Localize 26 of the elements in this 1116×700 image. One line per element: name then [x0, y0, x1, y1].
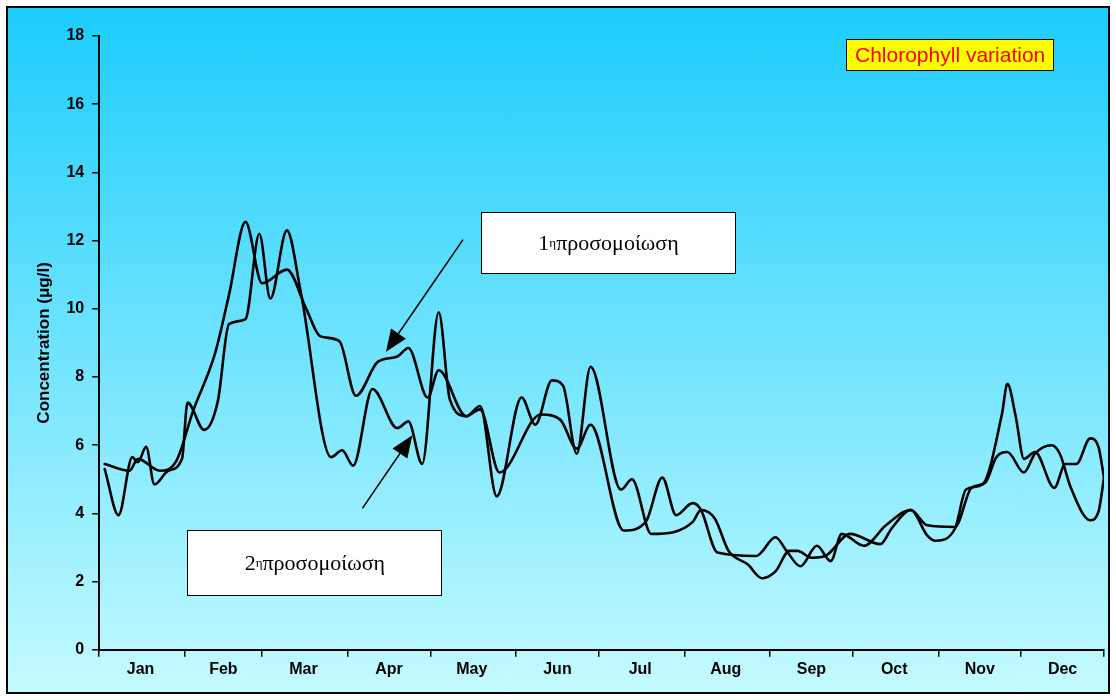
- text: 2$^{η}$προσομοίωση: [187, 530, 443, 597]
- chart-title: Chlorophyll variation: [846, 39, 1055, 71]
- y-tick-label: 2: [75, 572, 85, 590]
- y-tick-label: 8: [75, 367, 85, 385]
- y-tick-label: 18: [66, 26, 85, 44]
- x-tick-label: Dec: [1047, 659, 1078, 677]
- x-tick-label: Jul: [628, 659, 652, 677]
- y-axis-title: Concentration (μg/l): [33, 262, 53, 424]
- y-tick-label: 14: [66, 162, 85, 180]
- y-tick-label: 16: [66, 94, 85, 112]
- x-tick-label: Feb: [209, 659, 238, 677]
- y-tick-label: 10: [66, 299, 85, 317]
- x-tick-label: Jun: [543, 659, 572, 677]
- y-tick-label: 12: [66, 231, 85, 249]
- text: 1$^{η}$προσομοίωση: [481, 211, 736, 274]
- x-tick-label: Sep: [796, 659, 827, 677]
- x-tick-label: Aug: [710, 659, 742, 677]
- x-tick-label: Nov: [964, 659, 995, 677]
- y-tick-label: 4: [75, 503, 85, 521]
- x-tick-label: Apr: [375, 659, 403, 677]
- y-tick-label: 6: [75, 435, 85, 453]
- x-tick-label: Mar: [289, 659, 318, 677]
- x-tick-label: Oct: [880, 659, 909, 677]
- y-tick-label: 0: [75, 640, 85, 658]
- x-tick-label: Jan: [126, 659, 155, 677]
- x-tick-label: May: [456, 659, 488, 677]
